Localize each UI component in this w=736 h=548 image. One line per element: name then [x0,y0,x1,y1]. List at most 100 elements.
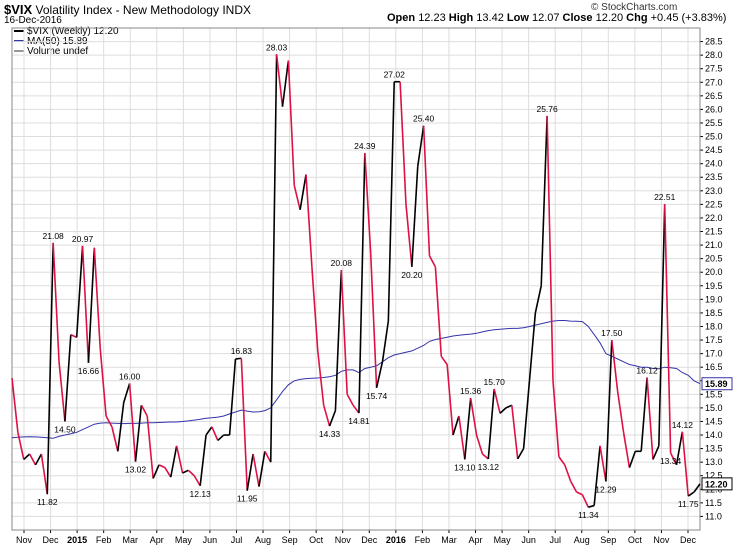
x-tick-label: Feb [415,535,431,545]
x-tick-label: Nov [335,535,352,545]
chg-label: Chg [626,12,648,24]
data-label: 24.39 [354,141,376,151]
y-tick-label: 21.0 [705,240,723,250]
series-vix-segment [305,174,313,267]
series-vix-segment [358,153,366,414]
data-label: 25.76 [536,104,558,114]
series-vix-segment [352,404,360,414]
data-label: 11.95 [237,494,258,504]
legend-swatch-vix [14,30,24,33]
series-vix-segment [616,391,625,433]
copyright: © StockCharts.com [591,2,678,13]
series-vix-segment [475,434,484,455]
series-vix-segment [399,81,407,205]
symbol: $VIX [4,2,33,17]
series-vix-segment [334,270,343,411]
series-vix-segment [175,445,184,474]
x-tick-label: Sep [600,535,616,545]
series-vix-segment [205,426,213,436]
data-label: 15.36 [460,386,482,396]
series-vix-segment [552,380,560,457]
y-tick-label: 15.0 [705,403,723,413]
data-label: 16.00 [119,371,141,381]
x-tick-label: Sep [282,535,298,545]
series-vix-segment [663,204,672,453]
series-vix-segment [569,480,578,493]
series-vix-segment [599,445,607,482]
series-vix-segment [264,450,272,463]
series-vix-segment [416,125,425,167]
data-label: 16.83 [231,346,253,356]
series-vix-segment [64,334,72,422]
series-vix-segment [540,115,548,286]
series-vix-segment [440,355,448,365]
x-tick-label: Dec [680,535,697,545]
series-vix-segment [23,453,31,461]
data-label: 16.12 [636,366,658,376]
series-vix-segment [17,432,25,460]
y-tick-label: 28.5 [705,37,723,47]
series-vix-segment [187,469,195,477]
data-label: 13.12 [478,462,500,472]
y-tick-label: 26.5 [705,91,723,101]
series-vix-segment [481,453,489,460]
series-vix-segment [34,453,43,466]
series-vix-segment [593,445,601,506]
data-label: 20.08 [331,258,353,268]
series-vix-segment [182,469,189,474]
series-vix-segment [546,115,554,381]
series-vix-segment [217,434,225,442]
series-vix-segment [81,245,90,363]
high-label: High [448,12,474,24]
series-vix-segment [640,377,648,452]
series-vix-segment [164,467,172,478]
data-label: 12.29 [595,484,617,494]
series-vix-segment [364,153,372,254]
x-tick-label: Feb [96,535,112,545]
y-tick-label: 14.5 [705,416,723,426]
open-label: Open [387,12,416,24]
data-label: 14.12 [672,420,694,430]
data-label: 13.02 [125,465,147,475]
series-vix-segment [128,383,137,462]
y-tick-label: 15.5 [705,389,723,399]
series-vix-segment [46,242,54,495]
series-vix-segment [411,166,419,267]
series-vix-segment [434,266,443,357]
series-ma-line [11,320,701,439]
data-label: 11.34 [578,510,599,520]
series-vix-segment [517,448,525,460]
series-vix-segment [675,431,684,466]
x-tick-label: May [175,535,193,545]
series-vix-segment [28,453,37,466]
series-vix-segment [235,357,242,360]
series-vix-segment [581,494,589,508]
series-vix-segment [316,350,325,406]
series-vix-segment [375,361,384,388]
series-vix-segment [158,464,166,469]
series-vix-segment [428,255,437,268]
data-label: 12.13 [190,489,212,499]
series-vix-segment [446,364,454,436]
y-tick-label: 18.5 [705,308,723,318]
series-vix-segment [452,415,460,436]
x-tick-label: Aug [574,535,590,545]
series-vix-segment [240,358,249,491]
y-tick-label: 22.5 [705,199,723,209]
x-tick-label: Dec [361,535,378,545]
data-label: 20.20 [401,270,423,280]
high-value: 13.42 [476,12,504,24]
series-vix-segment [346,393,354,406]
y-tick-label: 11.5 [705,498,722,508]
series-vix-segment [611,339,619,392]
x-tick-label: Jun [203,535,218,545]
series-vix-segment [311,266,319,351]
series-vix-segment [169,445,178,478]
series-vix-segment [493,388,501,414]
series-vix-segment [293,185,301,210]
y-tick-label: 13.5 [705,444,723,454]
y-tick-label: 11.0 [705,511,722,521]
series-vix-segment [152,464,160,479]
x-tick-label: Apr [469,535,483,545]
